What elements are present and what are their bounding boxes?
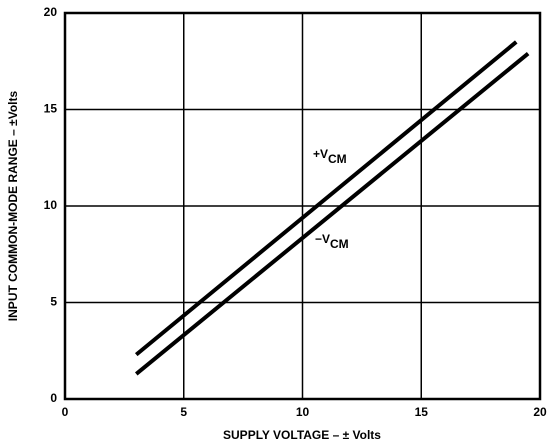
y-tick-label: 0 bbox=[50, 391, 57, 405]
plot-frame bbox=[63, 11, 542, 401]
x-tick-label: 15 bbox=[415, 405, 429, 419]
series-label: −VCM bbox=[315, 232, 349, 251]
y-tick-label: 10 bbox=[44, 198, 58, 212]
data-line bbox=[134, 40, 518, 357]
x-axis-label: SUPPLY VOLTAGE – ± Volts bbox=[223, 428, 381, 442]
x-tick-label: 5 bbox=[180, 405, 187, 419]
x-tick-label: 0 bbox=[62, 405, 69, 419]
series-label: +VCM bbox=[313, 147, 347, 166]
data-line bbox=[134, 51, 530, 376]
x-tick-label: 10 bbox=[296, 405, 310, 419]
series-label-sub: CM bbox=[328, 152, 347, 166]
y-tick-label: 20 bbox=[44, 5, 58, 19]
x-tick-label: 20 bbox=[533, 405, 547, 419]
series-label-main: −V bbox=[315, 232, 330, 246]
series-label-main: +V bbox=[313, 147, 328, 161]
y-tick-label: 5 bbox=[50, 295, 57, 309]
series-label-sub: CM bbox=[330, 237, 349, 251]
y-axis-label: INPUT COMMON-MODE RANGE – ±Volts bbox=[6, 90, 20, 321]
y-tick-label: 15 bbox=[44, 102, 58, 116]
